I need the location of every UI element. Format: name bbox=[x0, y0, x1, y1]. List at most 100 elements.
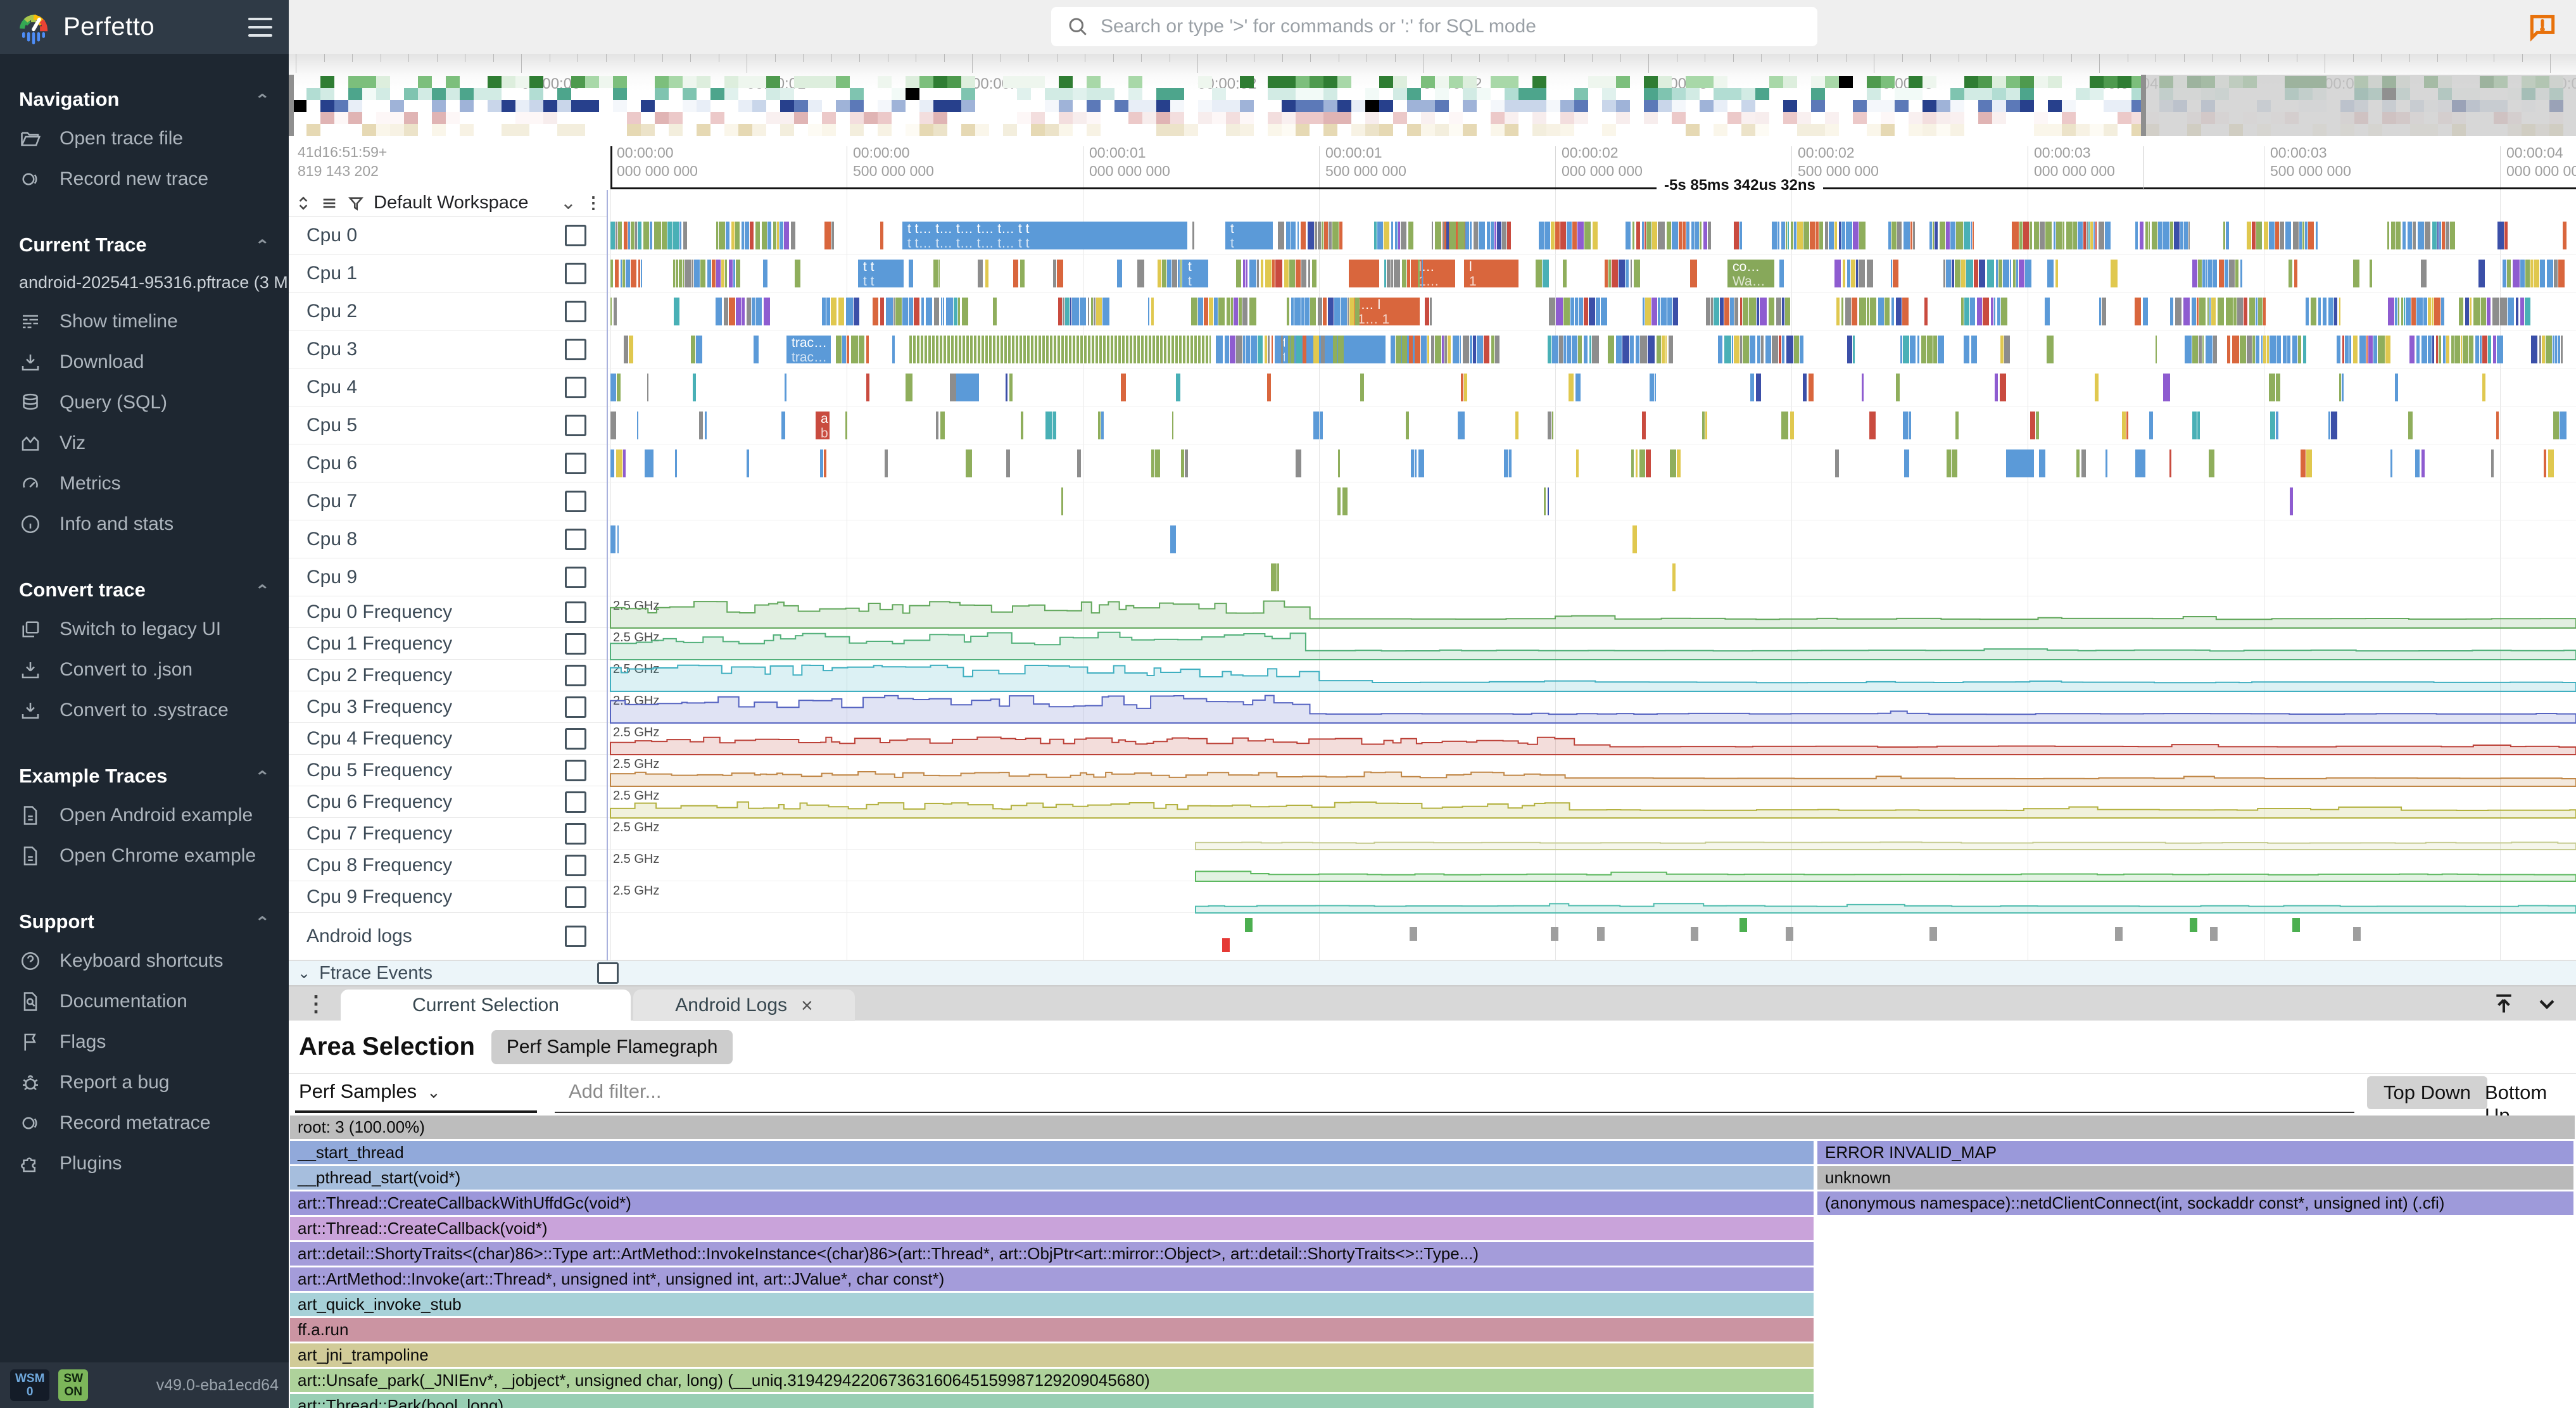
track-checkbox[interactable] bbox=[565, 566, 586, 588]
slice[interactable] bbox=[2544, 449, 2546, 477]
slice[interactable] bbox=[673, 298, 679, 325]
slice[interactable] bbox=[2560, 412, 2567, 439]
slice[interactable] bbox=[2546, 336, 2553, 363]
slice[interactable] bbox=[1401, 260, 1407, 287]
filter-input[interactable]: Add filter... bbox=[569, 1080, 662, 1102]
log-event-gray[interactable] bbox=[1929, 927, 1937, 941]
feedback-bug-icon[interactable] bbox=[2527, 10, 2558, 42]
slice[interactable] bbox=[2243, 298, 2248, 325]
slice[interactable] bbox=[2209, 449, 2215, 477]
slice[interactable] bbox=[1563, 260, 1567, 287]
track-row-cpu-9[interactable]: Cpu 9 bbox=[289, 558, 608, 596]
close-tab-icon[interactable]: × bbox=[801, 993, 813, 1017]
slice[interactable] bbox=[1841, 222, 1845, 249]
sidebar-item-open-chrome-example[interactable]: Open Chrome example bbox=[0, 836, 289, 876]
sidebar-item-convert-to-systrace[interactable]: Convert to .systrace bbox=[0, 690, 289, 731]
slice[interactable] bbox=[1932, 222, 1935, 249]
slice[interactable] bbox=[2275, 222, 2279, 249]
slice[interactable] bbox=[1327, 298, 1334, 325]
slice[interactable] bbox=[1838, 222, 1841, 249]
slice[interactable] bbox=[620, 260, 622, 287]
slice[interactable] bbox=[1386, 260, 1391, 287]
slice[interactable] bbox=[1275, 336, 1279, 363]
sidebar-item-open-android-example[interactable]: Open Android example bbox=[0, 795, 289, 836]
slice[interactable] bbox=[781, 412, 785, 439]
slice[interactable] bbox=[2256, 222, 2263, 249]
workspace-kebab-icon[interactable]: ⋮ bbox=[585, 193, 602, 212]
slice[interactable] bbox=[2143, 298, 2149, 325]
slice[interactable] bbox=[851, 336, 858, 363]
track-checkbox[interactable] bbox=[565, 601, 586, 623]
slice[interactable] bbox=[1377, 222, 1383, 249]
slice[interactable] bbox=[617, 525, 619, 553]
flame-frame[interactable]: __start_thread bbox=[290, 1141, 1814, 1164]
viewport-left-handle[interactable] bbox=[289, 75, 294, 136]
track-checkbox[interactable] bbox=[565, 452, 586, 474]
slice[interactable] bbox=[926, 298, 932, 325]
slice[interactable] bbox=[1265, 260, 1272, 287]
slice[interactable] bbox=[1672, 563, 1676, 591]
slice[interactable] bbox=[2339, 374, 2341, 401]
slice[interactable] bbox=[1828, 222, 1834, 249]
slice[interactable] bbox=[638, 222, 641, 249]
slice[interactable] bbox=[836, 336, 842, 363]
collapse-chevron-icon[interactable]: ⌄ bbox=[298, 964, 311, 982]
slice[interactable] bbox=[1611, 260, 1618, 287]
slice[interactable] bbox=[2088, 222, 2090, 249]
freq-track-0[interactable]: 2.5 GHz bbox=[608, 596, 2576, 629]
slice[interactable] bbox=[638, 260, 640, 287]
sidebar-item-viz[interactable]: Viz bbox=[0, 423, 289, 463]
slice[interactable] bbox=[2066, 222, 2073, 249]
slice[interactable] bbox=[624, 336, 628, 363]
flame-frame[interactable]: root: 3 (100.00%) bbox=[290, 1116, 2575, 1139]
slice[interactable] bbox=[2206, 260, 2208, 287]
slice[interactable] bbox=[777, 222, 779, 249]
slice[interactable] bbox=[2183, 298, 2190, 325]
slice[interactable] bbox=[1903, 222, 1910, 249]
slice[interactable] bbox=[1891, 298, 1894, 325]
slice[interactable] bbox=[1470, 222, 1472, 249]
slice[interactable] bbox=[2202, 336, 2204, 363]
slice[interactable] bbox=[700, 260, 706, 287]
slice[interactable] bbox=[728, 260, 733, 287]
slice[interactable] bbox=[2478, 260, 2485, 287]
slice[interactable] bbox=[2446, 222, 2449, 249]
slice[interactable] bbox=[2561, 336, 2563, 363]
flame-frame[interactable]: __pthread_start(void*) bbox=[290, 1166, 1814, 1190]
slice[interactable] bbox=[2349, 336, 2351, 363]
slice[interactable] bbox=[1578, 336, 1582, 363]
slice[interactable] bbox=[691, 336, 695, 363]
slice[interactable] bbox=[1935, 222, 1938, 249]
slice[interactable] bbox=[736, 260, 741, 287]
slice[interactable] bbox=[718, 222, 726, 249]
slice[interactable] bbox=[1191, 298, 1197, 325]
slice[interactable] bbox=[1425, 298, 1430, 325]
slice[interactable] bbox=[1289, 260, 1296, 287]
slice[interactable] bbox=[1977, 298, 1982, 325]
track-row-cpu-9-frequency[interactable]: Cpu 9 Frequency bbox=[289, 881, 608, 913]
slice[interactable] bbox=[2083, 222, 2087, 249]
slice[interactable] bbox=[2492, 298, 2499, 325]
slice[interactable] bbox=[1013, 260, 1019, 287]
slice[interactable] bbox=[1120, 374, 1126, 401]
slice[interactable] bbox=[1661, 336, 1665, 363]
freq-track-3[interactable]: 2.5 GHz bbox=[608, 691, 2576, 724]
slice[interactable] bbox=[2206, 336, 2213, 363]
slice[interactable] bbox=[1781, 412, 1788, 439]
slice[interactable] bbox=[623, 449, 626, 477]
freq-track-2[interactable]: 2.5 GHz bbox=[608, 660, 2576, 692]
slice[interactable] bbox=[1463, 336, 1469, 363]
slice[interactable] bbox=[2402, 222, 2406, 249]
slice[interactable] bbox=[1349, 298, 1354, 325]
slice[interactable] bbox=[1891, 260, 1893, 287]
slice[interactable] bbox=[1504, 449, 1508, 477]
track-checkbox[interactable] bbox=[565, 262, 586, 284]
slice[interactable] bbox=[721, 260, 725, 287]
track-checkbox[interactable] bbox=[565, 727, 586, 750]
slice[interactable] bbox=[1819, 222, 1824, 249]
slice[interactable] bbox=[2158, 222, 2162, 249]
track-checkbox[interactable] bbox=[565, 696, 586, 718]
slice[interactable] bbox=[2197, 412, 2200, 439]
slice[interactable] bbox=[1593, 222, 1598, 249]
slice[interactable] bbox=[1943, 260, 1945, 287]
